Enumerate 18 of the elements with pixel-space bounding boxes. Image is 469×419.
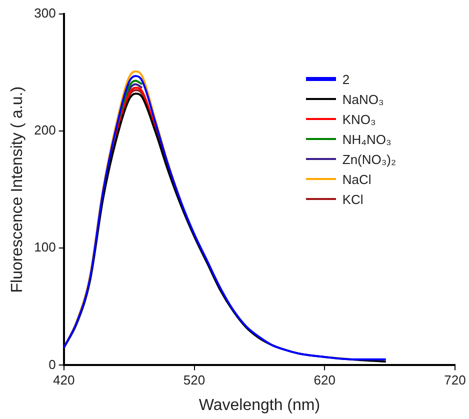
y-tick-label: 100 xyxy=(34,240,56,255)
y-tick-label: 300 xyxy=(34,6,56,21)
x-axis-title: Wavelength (nm) xyxy=(198,396,320,414)
x-tick-label: 620 xyxy=(314,372,336,388)
line-series xyxy=(115,86,156,137)
y-tick-label: 200 xyxy=(34,122,56,138)
legend-label: NaCl xyxy=(342,172,372,186)
legend-label: NaNO₃ xyxy=(342,92,384,106)
x-tick-label: 420 xyxy=(53,372,75,388)
legend-label: KNO₃ xyxy=(342,112,376,126)
legend-label: KCl xyxy=(342,192,364,206)
y-tick-label: 0 xyxy=(48,356,56,372)
x-tick-label: 720 xyxy=(444,372,466,388)
legend-label: NH₄NO₃ xyxy=(342,132,392,146)
legend-label: 2 xyxy=(342,72,350,86)
x-tick-label: 520 xyxy=(183,372,206,388)
legend-label: Zn(NO₃)₂ xyxy=(342,152,396,166)
y-axis-title: Fluorescence Intensity ( a.u.) xyxy=(9,86,26,293)
